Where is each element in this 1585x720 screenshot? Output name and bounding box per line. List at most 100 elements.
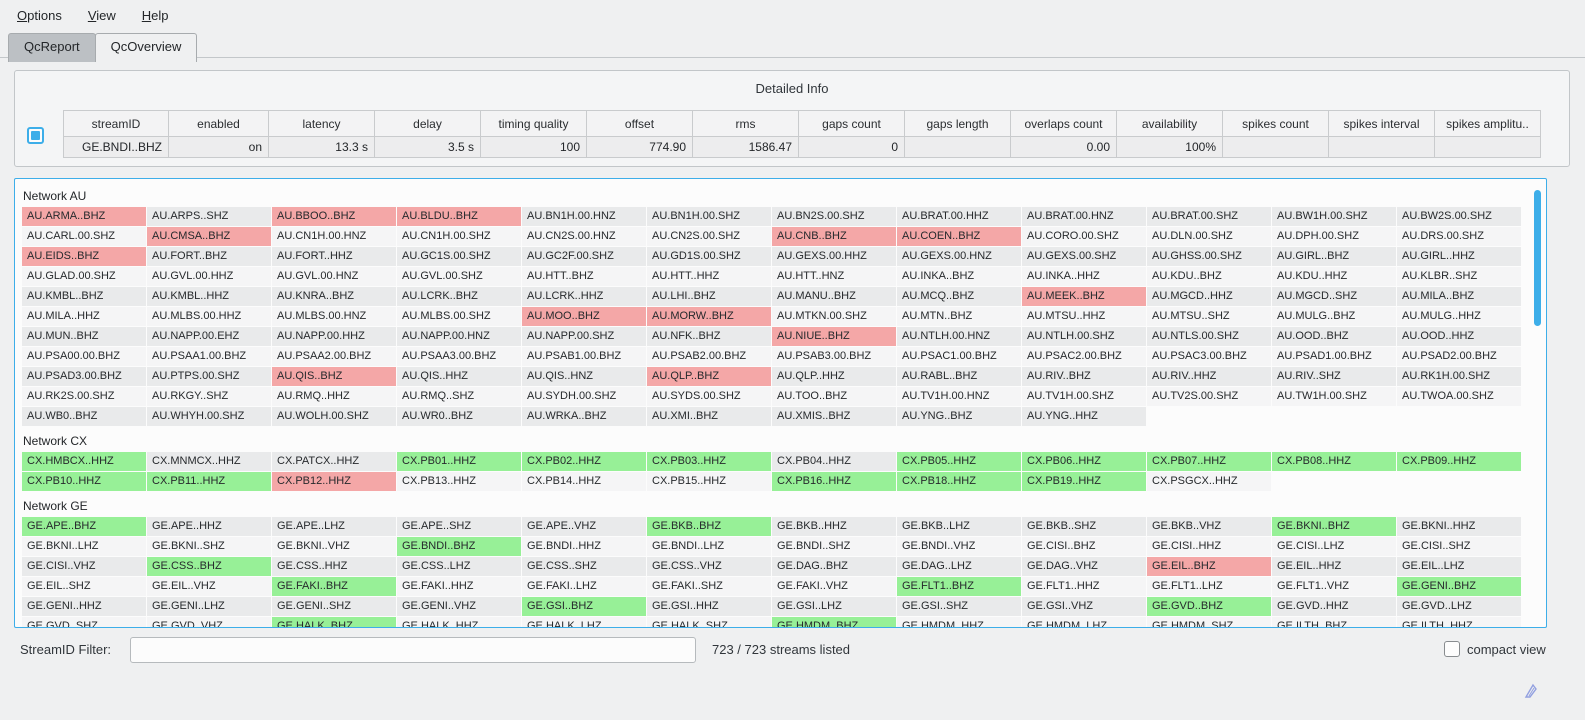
detail-column-header[interactable]: rms <box>692 110 799 137</box>
stream-cell[interactable]: AU.PSAB1.00.BHZ <box>522 347 646 366</box>
stream-cell[interactable]: AU.QIS..HHZ <box>397 367 521 386</box>
stream-cell[interactable]: AU.RIV..BHZ <box>1022 367 1146 386</box>
stream-cell[interactable]: AU.XMIS..BHZ <box>772 407 896 426</box>
stream-cell[interactable]: AU.MLBS.00.HNZ <box>272 307 396 326</box>
stream-cell[interactable]: AU.MLBS.00.SHZ <box>397 307 521 326</box>
stream-cell[interactable]: CX.PB03..HHZ <box>647 452 771 471</box>
stream-cell[interactable]: AU.GC2F.00.SHZ <box>522 247 646 266</box>
stream-cell[interactable]: CX.HMBCX..HHZ <box>22 452 146 471</box>
stream-cell[interactable]: AU.NFK..BHZ <box>647 327 771 346</box>
stream-cell[interactable]: GE.DAG..LHZ <box>897 557 1021 576</box>
stream-cell[interactable]: GE.BNDI..VHZ <box>897 537 1021 556</box>
stream-cell[interactable]: GE.BKNI..VHZ <box>272 537 396 556</box>
stream-cell[interactable]: CX.PB01..HHZ <box>397 452 521 471</box>
stream-cell[interactable]: CX.PB14..HHZ <box>522 472 646 491</box>
stream-cell[interactable]: AU.TOO..BHZ <box>772 387 896 406</box>
stream-cell[interactable]: CX.PB16..HHZ <box>772 472 896 491</box>
stream-cell[interactable]: CX.PB11..HHZ <box>147 472 271 491</box>
stream-cell[interactable]: GE.GENI..VHZ <box>397 597 521 616</box>
stream-cell[interactable]: AU.MEEK..BHZ <box>1022 287 1146 306</box>
stream-cell[interactable]: GE.BKNI..SHZ <box>147 537 271 556</box>
stream-cell[interactable]: CX.PB18..HHZ <box>897 472 1021 491</box>
compact-view-checkbox[interactable] <box>1444 641 1460 657</box>
stream-cell[interactable]: GE.GENI..BHZ <box>1397 577 1521 596</box>
stream-cell[interactable]: AU.CMSA..BHZ <box>147 227 271 246</box>
stream-cell[interactable]: CX.PB09..HHZ <box>1397 452 1521 471</box>
menu-item-help[interactable]: Help <box>141 7 169 23</box>
stream-cell[interactable]: GE.CSS..HHZ <box>272 557 396 576</box>
stream-cell[interactable]: AU.YNG..BHZ <box>897 407 1021 426</box>
stream-cell[interactable]: AU.NTLH.00.SHZ <box>1022 327 1146 346</box>
stream-cell[interactable]: AU.BW1H.00.SHZ <box>1272 207 1396 226</box>
stream-cell[interactable]: GE.HALK..LHZ <box>522 617 646 627</box>
stream-cell[interactable]: CX.MNMCX..HHZ <box>147 452 271 471</box>
stream-cell[interactable]: AU.HTT..BHZ <box>522 267 646 286</box>
detail-column-header[interactable]: delay <box>374 110 481 137</box>
stream-cell[interactable]: AU.MILA..HHZ <box>22 307 146 326</box>
stream-cell[interactable]: GE.BNDI..LHZ <box>647 537 771 556</box>
stream-cell[interactable]: GE.GVD..SHZ <box>22 617 146 627</box>
stream-cell[interactable]: AU.CN1H.00.SHZ <box>397 227 521 246</box>
stream-cell[interactable]: CX.PB19..HHZ <box>1022 472 1146 491</box>
stream-cell[interactable]: AU.BLDU..BHZ <box>397 207 521 226</box>
stream-cell[interactable]: GE.APE..BHZ <box>22 517 146 536</box>
stream-cell[interactable]: AU.DLN.00.SHZ <box>1147 227 1271 246</box>
stream-cell[interactable]: GE.ILTH..HHZ <box>1397 617 1521 627</box>
stream-cell[interactable]: AU.RK2S.00.SHZ <box>22 387 146 406</box>
stream-cell[interactable]: AU.RK1H.00.SHZ <box>1397 367 1521 386</box>
stream-cell[interactable]: GE.FAKI..LHZ <box>522 577 646 596</box>
stream-cell[interactable]: AU.MTKN.00.SHZ <box>772 307 896 326</box>
stream-cell[interactable]: AU.OOD..HHZ <box>1397 327 1521 346</box>
stream-cell[interactable]: AU.GVL.00.HHZ <box>147 267 271 286</box>
stream-cell[interactable]: GE.DAG..VHZ <box>1022 557 1146 576</box>
stream-cell[interactable]: GE.HMDM..SHZ <box>1147 617 1271 627</box>
stream-cell[interactable]: GE.APE..HHZ <box>147 517 271 536</box>
stream-cell[interactable]: AU.SYDS.00.SHZ <box>647 387 771 406</box>
stream-cell[interactable]: AU.NAPP.00.SHZ <box>522 327 646 346</box>
stream-cell[interactable]: GE.BNDI..SHZ <box>772 537 896 556</box>
stream-cell[interactable]: AU.EIDS..BHZ <box>22 247 146 266</box>
stream-cell[interactable]: AU.INKA..HHZ <box>1022 267 1146 286</box>
stream-cell[interactable]: AU.XMI..BHZ <box>647 407 771 426</box>
stream-cell[interactable]: CX.PB05..HHZ <box>897 452 1021 471</box>
stream-cell[interactable]: AU.LCRK..BHZ <box>397 287 521 306</box>
stream-cell[interactable]: CX.PB10..HHZ <box>22 472 146 491</box>
stream-cell[interactable]: AU.BRAT.00.HHZ <box>897 207 1021 226</box>
stream-cell[interactable]: CX.PB12..HHZ <box>272 472 396 491</box>
stream-cell[interactable]: AU.PSAD2.00.BHZ <box>1397 347 1521 366</box>
stream-cell[interactable]: GE.GSI..VHZ <box>1022 597 1146 616</box>
stream-cell[interactable]: GE.BKNI..HHZ <box>1397 517 1521 536</box>
stream-cell[interactable]: AU.PSAC1.00.BHZ <box>897 347 1021 366</box>
stream-cell[interactable]: AU.BRAT.00.SHZ <box>1147 207 1271 226</box>
stream-cell[interactable]: AU.ARPS..SHZ <box>147 207 271 226</box>
stream-cell[interactable]: AU.RMQ..SHZ <box>397 387 521 406</box>
stream-cell[interactable]: AU.GIRL..BHZ <box>1272 247 1396 266</box>
stream-cell[interactable]: AU.DPH.00.SHZ <box>1272 227 1396 246</box>
stream-cell[interactable]: AU.PSAB2.00.BHZ <box>647 347 771 366</box>
stream-cell[interactable]: CX.PB15..HHZ <box>647 472 771 491</box>
stream-cell[interactable]: AU.MCQ..BHZ <box>897 287 1021 306</box>
stream-cell[interactable]: GE.GVD..VHZ <box>147 617 271 627</box>
stream-cell[interactable]: AU.CARL.00.SHZ <box>22 227 146 246</box>
stream-cell[interactable]: GE.FLT1..LHZ <box>1147 577 1271 596</box>
stream-cell[interactable]: GE.FLT1..VHZ <box>1272 577 1396 596</box>
stream-cell[interactable]: GE.CISI..VHZ <box>22 557 146 576</box>
stream-cell[interactable]: AU.RIV..HHZ <box>1147 367 1271 386</box>
tab-qcoverview[interactable]: QcOverview <box>94 33 198 62</box>
stream-cell[interactable]: AU.MULG..BHZ <box>1272 307 1396 326</box>
detail-column-header[interactable]: offset <box>586 110 693 137</box>
stream-cell[interactable]: AU.NAPP.00.HNZ <box>397 327 521 346</box>
stream-cell[interactable]: AU.PSAB3.00.BHZ <box>772 347 896 366</box>
stream-cell[interactable]: AU.GEXS.00.HNZ <box>897 247 1021 266</box>
stream-cell[interactable]: AU.BRAT.00.HNZ <box>1022 207 1146 226</box>
stream-cell[interactable]: AU.NTLS.00.SHZ <box>1147 327 1271 346</box>
stream-cell[interactable]: AU.INKA..BHZ <box>897 267 1021 286</box>
stream-cell[interactable]: AU.RMQ..HHZ <box>272 387 396 406</box>
menu-item-view[interactable]: View <box>87 7 116 23</box>
stream-cell[interactable]: GE.DAG..BHZ <box>772 557 896 576</box>
stream-cell[interactable]: GE.CSS..LHZ <box>397 557 521 576</box>
stream-cell[interactable]: AU.WB0..BHZ <box>22 407 146 426</box>
stream-cell[interactable]: CX.PATCX..HHZ <box>272 452 396 471</box>
stream-cell[interactable]: GE.CISI..LHZ <box>1272 537 1396 556</box>
stream-cell[interactable]: AU.TV1H.00.HNZ <box>897 387 1021 406</box>
